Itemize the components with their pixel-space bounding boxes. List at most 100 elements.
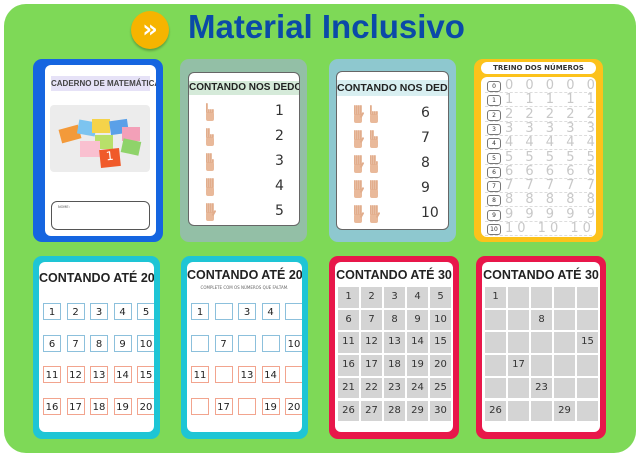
hand-icon — [354, 105, 364, 123]
number-cell: 7 — [66, 334, 85, 352]
page-title: Material Inclusivo — [188, 8, 465, 45]
number-cell — [238, 397, 256, 415]
number-cell — [485, 377, 506, 399]
number-cell — [577, 377, 598, 399]
number-cell: 9 — [113, 334, 132, 352]
card-page: CADERNO DE MATEMÁTICA 1 NOME: — [45, 65, 156, 236]
finger-count-row: 5 — [189, 200, 299, 225]
number-cell: 2 — [66, 303, 85, 320]
finger-count-row: 8 — [337, 152, 448, 177]
number-cell — [285, 366, 302, 383]
digit-box: 4 — [487, 138, 501, 150]
number-cell: 16 — [43, 397, 61, 415]
number-cell — [554, 377, 575, 399]
number-cell — [554, 309, 575, 331]
number-cell: 21 — [338, 377, 359, 399]
number-cell: 15 — [577, 332, 598, 353]
number-cell: 8 — [531, 309, 552, 331]
number-cell — [531, 355, 552, 376]
tracing-digits: 6 6 6 6 6 6 — [505, 163, 596, 179]
number-cell: 26 — [485, 400, 506, 421]
tracing-row: 3 3 3 3 3 3 3 — [485, 121, 596, 136]
hand-icon — [370, 155, 378, 173]
tracing-digits: 8 8 8 8 8 8 — [505, 192, 596, 208]
tracing-row: 5 5 5 5 5 5 5 — [485, 150, 596, 165]
double-chevron-right-icon: » — [131, 11, 169, 49]
number-cell: 8 — [384, 309, 405, 331]
number-cell: 29 — [554, 400, 575, 421]
card-caderno-matematica[interactable]: CADERNO DE MATEMÁTICA 1 NOME: — [33, 59, 163, 242]
digit-box: 9 — [487, 209, 501, 221]
number-cell — [508, 309, 529, 331]
digit-box: 5 — [487, 152, 501, 164]
digit-box: 3 — [487, 123, 501, 135]
finger-count-row: 7 — [337, 127, 448, 152]
number-cell: 10 — [137, 334, 154, 352]
number-cell — [214, 366, 233, 383]
number-cell: 7 — [214, 334, 233, 352]
number-cell: 1 — [485, 287, 506, 308]
hand-icon — [206, 128, 214, 146]
number-cell: 4 — [261, 303, 280, 320]
card-contando-ate-20[interactable]: CONTANDO ATÉ 20 1 2 3 4 5 6 7 8 9 10 11 12 13 14 15 16 1… — [33, 256, 160, 439]
number-cell: 11 — [43, 366, 61, 383]
digit-box: 10 — [487, 224, 501, 235]
card-treino-numeros[interactable]: TREINO DOS NÚMEROS 0 0 0 0 0 0 0 1 1 1 1 1… — [474, 59, 603, 242]
digit-box: 6 — [487, 166, 501, 178]
number-cell — [214, 303, 233, 320]
number-cell: 24 — [407, 377, 428, 399]
count-number: 9 — [421, 180, 430, 196]
hand-icon — [370, 105, 378, 123]
tracing-row: 9 9 9 9 9 9 9 — [485, 207, 596, 222]
tracing-digits: 4 4 4 4 4 4 — [505, 135, 596, 151]
tracing-row: 7 7 7 7 7 7 7 — [485, 178, 596, 194]
number-cell: 14 — [407, 332, 428, 353]
number-cell: 5 — [137, 303, 154, 320]
number-cell: 13 — [238, 366, 256, 383]
hand-icon — [354, 155, 364, 173]
number-cell: 7 — [361, 309, 382, 331]
count-number: 2 — [275, 128, 284, 144]
count-number: 8 — [421, 155, 430, 171]
number-cell: 11 — [191, 366, 209, 383]
hand-icon — [206, 203, 216, 221]
number-cell: 19 — [261, 397, 280, 415]
hand-icon — [206, 103, 214, 121]
number-cell — [191, 397, 209, 415]
digit-box: 1 — [487, 95, 501, 107]
finger-count-row: 3 — [189, 150, 299, 175]
hand-icon — [370, 180, 378, 198]
tracing-digits: 3 3 3 3 3 3 — [505, 120, 596, 136]
number-cell: 23 — [384, 377, 405, 399]
number-cell: 3 — [238, 303, 256, 320]
finger-count-row: 2 — [189, 125, 299, 150]
tracing-digits: 5 5 5 5 5 5 — [505, 149, 596, 165]
number-cell: 13 — [384, 332, 405, 353]
tracing-digits: 0 0 0 0 0 0 — [505, 78, 596, 93]
number-cell — [577, 309, 598, 331]
number-cell: 26 — [338, 400, 359, 421]
number-cell: 29 — [407, 400, 428, 421]
number-cell: 25 — [430, 377, 451, 399]
card-page: CONTANDO ATÉ 20 COMPLETE COM OS NÚMEROS … — [187, 262, 302, 432]
tracing-row: 1 1 1 1 1 1 1 — [485, 92, 596, 108]
card-contando-ate-30[interactable]: CONTANDO ATÉ 30 1 2 3 4 5 6 7 8 9 10 11 12 13 14 15 16 1… — [329, 256, 459, 439]
hand-icon — [370, 205, 380, 223]
digit-box: 2 — [487, 109, 501, 121]
card-contando-dedos-1-5[interactable]: CONTANDO NOS DEDOS 1 2 3 4 5 — [180, 59, 307, 242]
digit-box: 0 — [487, 81, 501, 92]
number-cell — [261, 334, 280, 352]
number-cell — [285, 303, 302, 320]
card-complete-ate-20[interactable]: CONTANDO ATÉ 20 COMPLETE COM OS NÚMEROS … — [181, 256, 308, 439]
card-contando-dedos-6-10[interactable]: CONTANDO NOS DEDOS 6 7 8 9 10 — [329, 59, 456, 242]
number-cell — [577, 287, 598, 308]
number-cell: 18 — [384, 355, 405, 376]
count-number: 10 — [421, 205, 439, 221]
tracing-row: 4 4 4 4 4 4 4 — [485, 135, 596, 151]
hand-icon — [354, 130, 364, 148]
card-complete-ate-30[interactable]: CONTANDO ATÉ 30 1 8 15 17 23 26 29 — [476, 256, 606, 439]
tracing-row: 6 6 6 6 6 6 6 — [485, 164, 596, 179]
card-page: CONTANDO NOS DEDOS 1 2 3 4 5 — [188, 72, 300, 226]
number-cell — [485, 332, 506, 353]
finger-count-row: 1 — [189, 100, 299, 125]
